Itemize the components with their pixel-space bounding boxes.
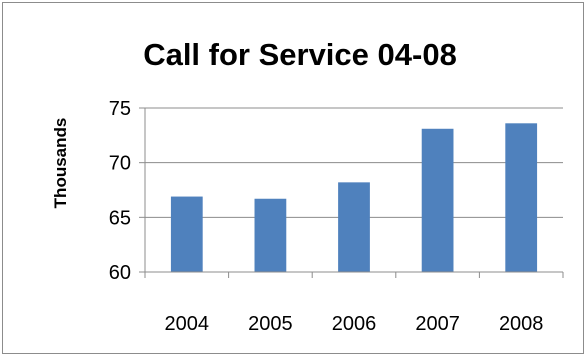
bar-2004 <box>170 196 203 272</box>
y-tick-label: 75 <box>109 98 131 120</box>
x-tick-label: 2007 <box>415 313 460 335</box>
y-tick-label: 60 <box>109 262 131 284</box>
chart-title: Call for Service 04-08 <box>143 37 457 72</box>
bar-2007 <box>421 128 454 272</box>
y-axis-label: Thousands <box>51 118 70 209</box>
x-tick-label: 2005 <box>248 313 293 335</box>
bar-2005 <box>254 198 287 272</box>
x-tick-labels: 2004 2005 2006 2007 2008 <box>165 313 544 335</box>
x-tick-label: 2004 <box>165 313 210 335</box>
y-tick-label: 70 <box>109 153 131 175</box>
bars <box>170 123 538 272</box>
x-tick-label: 2006 <box>332 313 377 335</box>
axes <box>139 107 564 278</box>
x-tick-label: 2008 <box>499 313 544 335</box>
bar-2008 <box>505 123 538 272</box>
bar-2006 <box>338 182 370 272</box>
y-tick-label: 65 <box>109 207 131 229</box>
y-tick-labels: 60 65 70 75 <box>109 98 131 284</box>
chart-frame <box>2 2 584 354</box>
